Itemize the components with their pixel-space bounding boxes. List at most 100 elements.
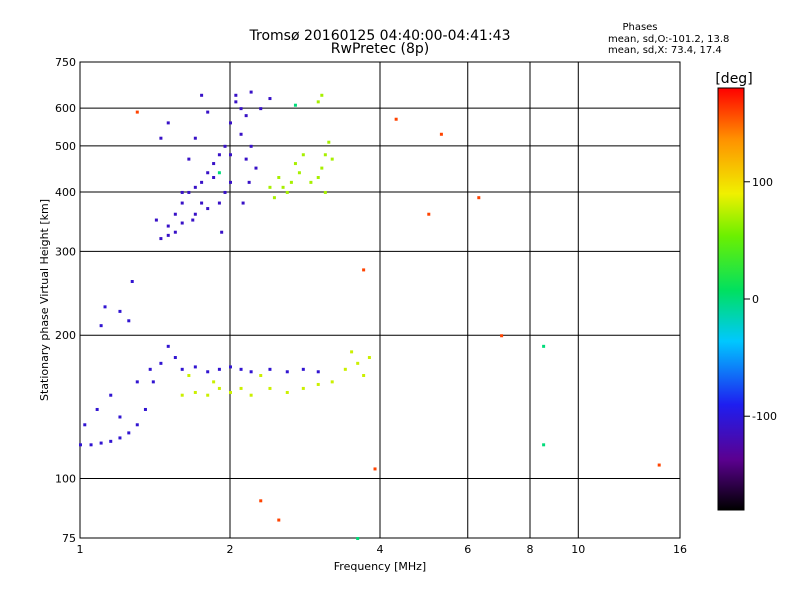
chart-title-line1: Tromsø 20160125 04:40:00-04:41:43	[249, 28, 511, 44]
data-point	[249, 90, 253, 94]
grid	[80, 62, 680, 538]
data-point	[180, 201, 184, 205]
data-point	[249, 393, 253, 397]
data-point	[229, 121, 232, 125]
data-point	[285, 370, 289, 374]
y-tick-label: 75	[62, 532, 76, 545]
data-point	[657, 463, 661, 467]
chart-title-line2: RwPretec (8p)	[331, 41, 429, 57]
phases-x-line: mean, sd,X: 73.4, 17.4	[608, 45, 722, 56]
data-point	[187, 190, 191, 194]
data-point	[229, 390, 232, 394]
data-point	[285, 390, 289, 394]
data-point	[159, 136, 163, 140]
data-point	[500, 334, 504, 338]
y-tick-label: 500	[55, 140, 76, 153]
data-point	[394, 117, 398, 121]
data-point	[239, 132, 243, 136]
phases-heading: Phases	[622, 22, 657, 33]
data-point	[217, 171, 221, 175]
data-point	[356, 537, 360, 540]
data-point	[239, 107, 243, 111]
data-point	[254, 166, 258, 170]
data-point	[166, 233, 170, 237]
y-axis-title: Stationary phase Virtual Height [km]	[38, 199, 51, 401]
colorbar-ticks: 100 0 -100	[744, 176, 777, 423]
data-point	[223, 144, 227, 148]
data-point	[234, 100, 238, 104]
data-point	[249, 370, 253, 374]
data-point	[316, 175, 320, 179]
data-point	[356, 361, 360, 365]
data-point	[268, 386, 272, 390]
data-point	[159, 237, 163, 241]
y-tick-label: 100	[55, 473, 76, 486]
data-point	[542, 443, 546, 447]
data-point	[212, 162, 216, 166]
data-point	[173, 230, 177, 234]
colorbar-tick-label: -100	[752, 410, 777, 423]
data-point	[323, 153, 327, 157]
x-tick-label: 6	[464, 543, 471, 556]
data-point	[118, 415, 122, 419]
data-point	[217, 367, 221, 371]
data-point	[229, 365, 232, 369]
data-point	[244, 157, 248, 161]
data-point	[259, 499, 263, 503]
data-point	[239, 367, 243, 371]
data-point	[285, 190, 289, 194]
data-point	[277, 518, 281, 522]
data-point	[118, 436, 122, 440]
data-point	[127, 431, 131, 435]
data-point	[320, 93, 324, 97]
data-point	[151, 380, 155, 384]
data-point	[79, 443, 82, 447]
y-tick-label: 750	[55, 56, 76, 69]
data-point	[193, 365, 197, 369]
data-point	[330, 380, 334, 384]
data-point	[193, 390, 197, 394]
data-point	[316, 382, 320, 386]
phases-o-line: mean, sd,O:-101.2, 13.8	[608, 34, 729, 45]
data-point	[234, 93, 238, 97]
data-point	[135, 423, 139, 427]
x-tick-label: 2	[227, 543, 234, 556]
data-point	[289, 180, 293, 184]
data-point	[362, 268, 366, 272]
data-point	[83, 423, 87, 427]
data-point	[439, 132, 443, 136]
data-point	[180, 221, 184, 225]
data-point	[316, 370, 320, 374]
data-point	[350, 350, 354, 354]
data-point	[217, 386, 221, 390]
data-point	[249, 144, 253, 148]
data-point	[239, 386, 243, 390]
data-point	[109, 439, 113, 443]
data-point	[166, 224, 170, 228]
data-point	[103, 305, 107, 309]
x-tick-label: 4	[377, 543, 384, 556]
data-point	[191, 218, 195, 222]
data-point	[118, 309, 122, 313]
colorbar-gradient	[717, 87, 745, 511]
data-point	[281, 185, 285, 189]
data-point	[187, 374, 191, 378]
data-point	[200, 93, 204, 97]
data-point	[427, 212, 431, 216]
data-point	[143, 407, 147, 411]
x-axis-title: Frequency [MHz]	[334, 560, 426, 573]
x-tick-labels: 1 2 4 6 8 10 16	[77, 543, 688, 556]
data-point	[173, 356, 177, 360]
data-point	[343, 367, 347, 371]
data-point	[212, 175, 216, 179]
data-point	[127, 319, 131, 323]
data-point	[95, 407, 99, 411]
data-point	[327, 140, 331, 144]
colorbar-unit: [deg]	[715, 71, 752, 87]
data-point	[293, 162, 297, 166]
data-point	[268, 185, 272, 189]
data-point	[99, 324, 103, 328]
data-point	[293, 103, 297, 107]
data-point	[217, 153, 221, 157]
data-point	[135, 110, 139, 114]
